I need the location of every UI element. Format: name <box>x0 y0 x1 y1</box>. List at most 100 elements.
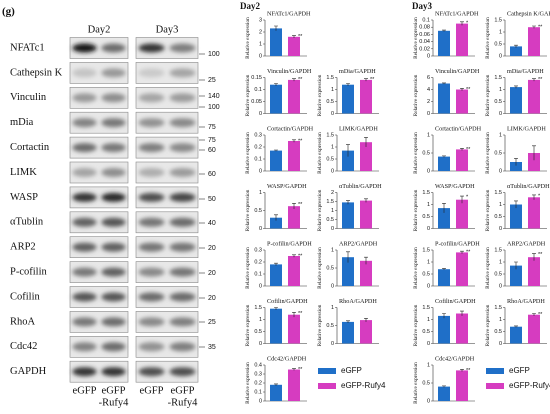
blot-band <box>101 342 126 352</box>
y-tick-label: 0.5 <box>326 323 334 329</box>
error-bar <box>274 83 278 86</box>
bar <box>360 320 372 344</box>
y-tick-label: 0 <box>259 226 262 232</box>
y-tick-label: 1 <box>499 87 502 93</box>
y-tick-label: 0.5 <box>422 214 430 220</box>
blot-band <box>72 192 97 202</box>
chart-title: Cdc42/GAPDH <box>267 355 307 362</box>
blot-band <box>169 367 196 377</box>
blot-band <box>138 342 165 352</box>
y-tick-label: 0 <box>259 111 262 117</box>
y-tick-label: 0.2 <box>254 259 262 265</box>
error-bar <box>274 383 278 386</box>
error-bar <box>346 83 350 86</box>
lane-label: eGFP <box>73 385 97 396</box>
blot-band <box>72 118 97 128</box>
y-tick-label: 0 <box>331 341 334 347</box>
protein-label: Cortactin <box>10 142 50 153</box>
lane-label: eGFP <box>102 385 126 396</box>
blot-band <box>138 93 165 103</box>
blot-band <box>101 367 126 377</box>
chart-day-header: Day2 <box>240 1 260 11</box>
marker-label: 140 <box>208 93 220 100</box>
y-tick-label: 0 <box>427 168 430 174</box>
y-tick-label: 0 <box>427 53 430 59</box>
protein-label: P-cofilin <box>10 267 47 278</box>
blot-frame <box>69 236 129 258</box>
y-tick-label: 0.5 <box>326 99 334 105</box>
lane-label: eGFP <box>140 385 164 396</box>
y-tick-label: 1 <box>331 87 334 93</box>
blot-frame <box>69 335 129 358</box>
significance-marker: ** <box>298 77 303 83</box>
y-tick-label: 1.5 <box>494 190 502 196</box>
panel-label: (g) <box>2 6 15 18</box>
y-tick-label: 0.5 <box>494 329 502 335</box>
bar <box>270 84 282 114</box>
error-bar <box>460 310 464 316</box>
bar <box>510 326 522 344</box>
significance-marker: * <box>466 20 469 26</box>
y-tick-label: 0.4 <box>254 362 262 368</box>
blot-frame <box>135 37 199 59</box>
significance-marker: ** <box>538 77 543 83</box>
error-bar <box>274 214 278 221</box>
chart-title: WASP/GAPDH <box>267 183 307 190</box>
y-tick-label: 1.5 <box>422 247 430 253</box>
y-tick-label: 1 <box>331 247 334 253</box>
y-axis-label: Relative expression <box>317 247 323 289</box>
y-tick-label: 0.2 <box>254 380 262 386</box>
blot-band <box>138 242 165 252</box>
chart-title: Vinculin/GAPDH <box>267 68 312 75</box>
blot-band <box>169 267 196 277</box>
blot-band <box>72 342 97 352</box>
chart-title: αTublin/GAPDH <box>339 183 382 190</box>
protein-label: Cathepsin K <box>10 67 63 78</box>
error-bar <box>274 25 278 31</box>
marker-label: 75 <box>208 124 216 131</box>
y-axis-label: Relative expression <box>245 74 251 116</box>
chart-title: NFATc1/GAPDH <box>435 10 479 17</box>
y-axis-label: Relative expression <box>245 362 251 404</box>
protein-label: Cofilin <box>10 291 41 302</box>
y-tick-label: 0.1 <box>422 17 430 23</box>
y-axis-label: Relative expression <box>485 74 491 116</box>
blot-frame <box>69 37 129 59</box>
y-axis-label: Relative expression <box>413 362 419 404</box>
y-tick-label: 2 <box>331 190 334 196</box>
legend-label: eGFP <box>341 366 362 375</box>
bar <box>510 87 522 114</box>
error-bar <box>514 261 518 270</box>
chart-title: Cortactin/GAPDH <box>435 125 482 132</box>
y-tick-label: 0.5 <box>254 329 262 335</box>
significance-marker: ** <box>538 312 543 318</box>
bar <box>438 269 450 286</box>
bar <box>288 256 300 286</box>
lane-label: eGFP <box>171 385 195 396</box>
blot-band <box>101 93 126 103</box>
legend-swatch <box>486 383 504 389</box>
bar <box>528 79 540 114</box>
blot-band <box>169 192 196 202</box>
error-bar <box>442 155 446 158</box>
y-tick-label: 0.1 <box>254 156 262 162</box>
error-bar <box>442 313 446 319</box>
y-tick-label: 0.5 <box>326 265 334 271</box>
blot-frame <box>69 161 129 184</box>
y-tick-label: 0.08 <box>419 25 430 31</box>
y-tick-label: 0 <box>331 168 334 174</box>
y-axis-label: Relative expression <box>485 132 491 174</box>
blot-band <box>72 68 97 78</box>
significance-marker: ** <box>298 202 303 208</box>
bar <box>528 153 540 171</box>
y-tick-label: 0 <box>427 283 430 289</box>
day-header: Day2 <box>88 24 111 35</box>
bar <box>456 199 468 229</box>
y-tick-label: 0 <box>331 283 334 289</box>
y-tick-label: 1.5 <box>494 17 502 23</box>
error-bar <box>274 149 278 152</box>
y-tick-label: 1.5 <box>326 75 334 81</box>
y-tick-label: 0.3 <box>254 371 262 377</box>
chart-title: WASP/GAPDH <box>435 183 475 190</box>
y-axis-label: Relative expression <box>485 189 491 231</box>
